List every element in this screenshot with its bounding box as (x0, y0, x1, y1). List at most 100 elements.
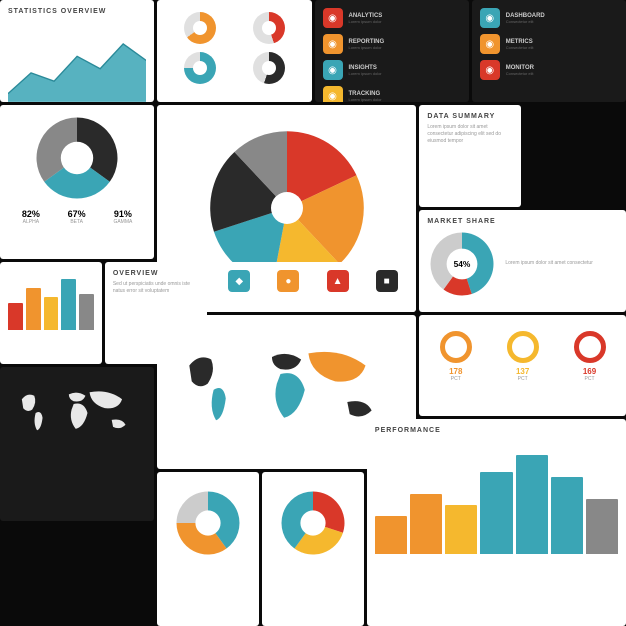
donut-chart-3 (173, 488, 243, 558)
continent (69, 392, 86, 401)
stat-value: 67% (68, 209, 86, 219)
continent (22, 394, 35, 410)
ring-label: PCT (507, 376, 539, 382)
mini-donuts-panel (157, 0, 311, 102)
continent (212, 388, 226, 420)
area-chart (8, 19, 146, 102)
feature-desc: Lorem ipsum dolor (349, 19, 461, 24)
continent (190, 357, 214, 386)
continent (348, 401, 372, 416)
ring-label: PCT (574, 376, 606, 382)
stat-label: BETA (68, 219, 86, 225)
ring-label: PCT (440, 376, 472, 382)
bar (480, 472, 512, 555)
ring-icon (440, 331, 472, 363)
icon-badge: ● (277, 270, 299, 292)
continent (90, 391, 122, 408)
text-panel-1: DATA SUMMARY Lorem ipsum dolor sit amet … (419, 105, 521, 207)
icons-panel: ◆ ● ▲ ■ (210, 262, 417, 311)
pie-panel-3 (157, 472, 259, 626)
donut-chart-market: 54% (427, 229, 497, 299)
icon-badge: ▲ (327, 270, 349, 292)
stat-item: 91%GAMMA (113, 209, 132, 225)
ring-value: 178 (440, 367, 472, 376)
feature-icon: ◉ (323, 8, 343, 28)
feature-item: ◉INSIGHTSLorem ipsum dolor (323, 60, 461, 80)
world-map-2 (8, 375, 146, 444)
svg-text:54%: 54% (454, 258, 471, 268)
bar (61, 279, 76, 330)
feature-desc: Consectetur elit (506, 71, 618, 76)
feature-item: ◉ANALYTICSLorem ipsum dolor (323, 8, 461, 28)
feature-icon: ◉ (480, 60, 500, 80)
bar (551, 477, 583, 554)
stat-item: 82%ALPHA (22, 209, 40, 225)
donut-chart-1 (32, 113, 122, 203)
text2-title: OVERVIEW (113, 270, 199, 277)
stat-label: ALPHA (22, 219, 40, 225)
ring-value: 169 (574, 367, 606, 376)
mini-donut (253, 12, 285, 44)
feature-item: ◉REPORTINGLorem ipsum dolor (323, 34, 461, 54)
feature-desc: Consectetur elit (506, 19, 618, 24)
donut-chart-4 (278, 488, 348, 558)
mini-donut (184, 12, 216, 44)
bar (375, 516, 407, 555)
continent (276, 373, 305, 418)
continent (35, 412, 43, 430)
pie-panel-1: 82%ALPHA 67%BETA 91%GAMMA (0, 105, 154, 259)
bar (410, 494, 442, 555)
continent (71, 403, 88, 428)
ring-item: 169PCT (574, 331, 606, 382)
ring-icon (507, 331, 539, 363)
feature-icon: ◉ (480, 34, 500, 54)
text1-title: DATA SUMMARY (427, 113, 513, 120)
bar (445, 505, 477, 555)
feature-desc: Lorem ipsum dolor (349, 71, 461, 76)
stat-value: 91% (113, 209, 132, 219)
feature-icon: ◉ (323, 60, 343, 80)
continent (309, 351, 366, 381)
area-chart-panel: STATISTICS OVERVIEW (0, 0, 154, 102)
bar2-title: PERFORMANCE (375, 427, 618, 434)
bar (516, 455, 548, 554)
feature-desc: Consectetur elit (506, 45, 618, 50)
bar (44, 297, 59, 330)
feature-icon: ◉ (480, 8, 500, 28)
text2-desc: Sed ut perspiciatis unde omnis iste natu… (113, 281, 199, 295)
feature-item: ◉DASHBOARDConsectetur elit (480, 8, 618, 28)
bar (586, 499, 618, 554)
continent (272, 353, 301, 369)
bar (79, 294, 94, 330)
feature-icon: ◉ (323, 34, 343, 54)
mini-donut (184, 52, 216, 84)
bar-panel-1 (0, 262, 102, 364)
features-panel-1: ◉ANALYTICSLorem ipsum dolor ◉REPORTINGLor… (315, 0, 469, 102)
text1-desc: Lorem ipsum dolor sit amet consectetur a… (427, 124, 513, 145)
donut1-title: MARKET SHARE (427, 218, 618, 225)
stat-value: 82% (22, 209, 40, 219)
mini-donut (253, 52, 285, 84)
rings-panel: 178PCT137PCT169PCT (419, 315, 626, 417)
feature-desc: Lorem ipsum dolor (349, 97, 461, 102)
icon-badge: ■ (376, 270, 398, 292)
donut-panel-1: MARKET SHARE 54% Lorem ipsum dolor sit a… (419, 210, 626, 312)
world-map-panel-2 (0, 367, 154, 521)
area-title: STATISTICS OVERVIEW (8, 8, 146, 15)
ring-item: 137PCT (507, 331, 539, 382)
feature-item: ◉MONITORConsectetur elit (480, 60, 618, 80)
continent (112, 419, 126, 428)
icon-badge: ◆ (228, 270, 250, 292)
stat-label: GAMMA (113, 219, 132, 225)
feature-item: ◉TRACKINGLorem ipsum dolor (323, 86, 461, 102)
bar (8, 303, 23, 330)
ring-item: 178PCT (440, 331, 472, 382)
feature-icon: ◉ (323, 86, 343, 102)
ring-value: 137 (507, 367, 539, 376)
ring-icon (574, 331, 606, 363)
bar-panel-2: PERFORMANCE (367, 419, 626, 626)
donut1-desc: Lorem ipsum dolor sit amet consectetur (505, 260, 593, 267)
bar (26, 288, 41, 330)
feature-item: ◉METRICSConsectetur elit (480, 34, 618, 54)
feature-desc: Lorem ipsum dolor (349, 45, 461, 50)
